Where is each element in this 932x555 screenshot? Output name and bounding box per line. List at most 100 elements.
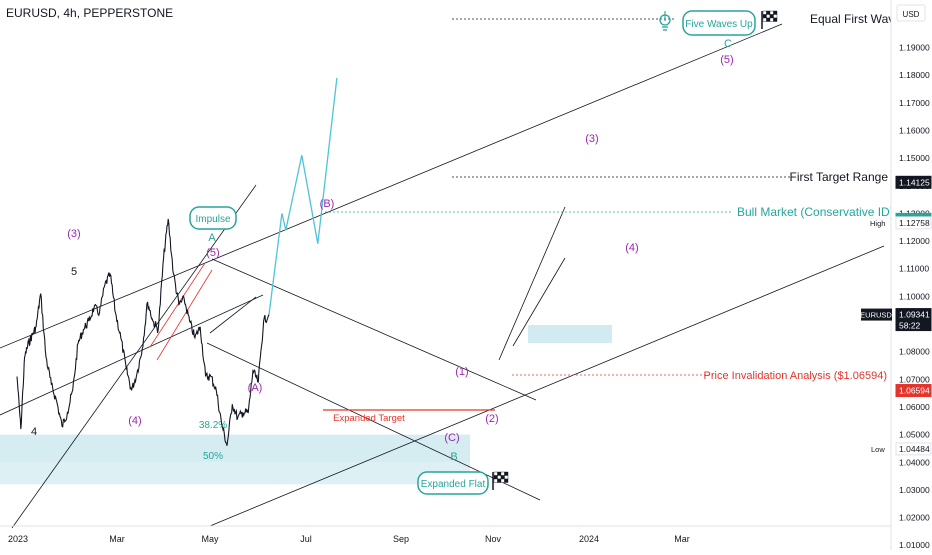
five-waves-bubble-flag-icon	[761, 10, 778, 29]
five-waves-bubble-flag-icon-cell	[766, 10, 771, 15]
expanded-flat-bubble-flag-icon-cell	[497, 471, 502, 476]
first-target-range-label: First Target Range	[790, 170, 889, 184]
high-label: 1.12758	[899, 218, 930, 228]
wave-label-10: (2)	[485, 413, 498, 425]
low-label: 1.04484	[899, 444, 930, 454]
five-waves-bubble-text: Five Waves Up	[685, 19, 753, 30]
price-tick-label: 1.05000	[899, 430, 930, 440]
time-tick-label: Nov	[485, 534, 502, 544]
price-tick-label: 1.11000	[899, 264, 929, 274]
price-tick-label: 1.12000	[899, 236, 930, 246]
currency-badge[interactable]	[896, 4, 926, 22]
target-box	[528, 325, 612, 343]
price-tick-label: 1.07000	[899, 374, 930, 384]
price-axis-panel	[891, 0, 932, 550]
trend-line-0	[0, 23, 783, 349]
trend-line-8	[512, 257, 566, 347]
eurusd-label-prefix-bg	[861, 308, 892, 321]
time-tick-label: Jul	[300, 534, 312, 544]
expanded-flat-bubble-flag-icon-cell	[497, 475, 502, 480]
expanded-flat-bubble-flag-icon-cell	[500, 475, 505, 480]
price-tick-label: 1.01000	[899, 540, 930, 550]
expanded-target-label: Expanded Target	[333, 413, 405, 424]
symbol-title: EURUSD, 4h, PEPPERSTONE	[6, 6, 174, 20]
wave-label-5: (5)	[206, 247, 219, 259]
first-target-label-bg	[895, 175, 932, 189]
price-tick-label: 1.06000	[899, 402, 930, 412]
impulse-bubble-text: Impulse	[195, 214, 230, 225]
time-tick-label: 2024	[579, 534, 599, 544]
expanded-flat-bubble-flag-icon	[492, 471, 509, 490]
price-tick-label: 1.08000	[899, 347, 930, 357]
price-series-line	[16, 218, 270, 446]
fib-382-label: 38.2%	[199, 420, 227, 431]
five-waves-bubble-flag-icon-cell	[766, 14, 771, 19]
wedge-line-upper	[149, 262, 206, 348]
price-tick-label: 1.10000	[899, 291, 930, 301]
expanded-flat-bubble-flag-icon-cell	[500, 478, 505, 483]
eurusd-label-countdown: 58:22	[899, 321, 921, 331]
wave-label-8: (1)	[455, 366, 468, 378]
wave-label-6: (A)	[248, 382, 263, 394]
wave-label-15: C	[724, 38, 732, 50]
five-waves-bubble-flag-icon-cell	[773, 14, 778, 19]
time-tick-label: May	[201, 534, 219, 544]
impulse-bubble-box	[189, 206, 237, 230]
price-invalidation-annotation: Price Invalidation Analysis ($1.06594)	[704, 370, 887, 382]
fib-zone-0	[0, 434, 470, 463]
five-waves-bubble-flag-icon-cell	[769, 10, 774, 15]
trend-line-4	[209, 296, 257, 334]
five-waves-bubble-flag-icon-cell	[762, 17, 767, 22]
equal-first-wave-label: Equal First Wave	[810, 12, 901, 26]
price-tick-label: 1.15000	[899, 153, 930, 163]
wave-label-9: (C)	[444, 432, 459, 444]
expanded-flat-bubble-box	[417, 471, 489, 495]
wedge-line-lower	[156, 269, 213, 361]
five-waves-bubble-flag-icon-cell	[773, 17, 778, 22]
price-tick-label: 1.19000	[899, 43, 930, 53]
price-tick-label: 1.03000	[899, 485, 930, 495]
five-waves-bubble[interactable]: Five Waves Up	[682, 10, 756, 36]
fib-50-label: 50%	[203, 451, 223, 462]
bull-market-annotation: Bull Market (Conservative ID)	[737, 205, 894, 219]
five-waves-bubble-flag-icon-cell	[773, 10, 778, 15]
eurusd-label-bg	[895, 308, 932, 332]
trend-line-3	[0, 294, 264, 416]
expanded-flat-bubble[interactable]: Expanded Flat	[417, 471, 489, 495]
price-tick-label: 1.04000	[899, 457, 930, 467]
price-tick-label: 1.16000	[899, 125, 930, 135]
currency-label: USD	[903, 10, 920, 19]
wave-label-11: B	[450, 451, 457, 463]
five-waves-bubble-flag-icon-cell	[762, 14, 767, 19]
wave-label-1: 5	[71, 266, 77, 278]
trend-line-2	[11, 184, 257, 529]
expanded-flat-bubble-flag-icon-cell	[504, 471, 509, 476]
expanded-flat-bubble-text: Expanded Flat	[421, 479, 486, 490]
price-tick-label: 1.18000	[899, 70, 930, 80]
impulse-bubble[interactable]: Impulse	[189, 206, 237, 230]
trend-line-1	[209, 245, 885, 527]
wave-label-2: 4	[31, 426, 37, 438]
expanded-flat-bubble-flag-icon-cell	[493, 478, 498, 483]
lightbulb-icon	[659, 11, 671, 31]
low-label-bg	[895, 442, 932, 456]
price-tick-label: 1.02000	[899, 513, 930, 523]
invalidation-label: 1.06594	[899, 386, 930, 396]
time-tick-label: Mar	[674, 534, 690, 544]
time-tick-label: Sep	[393, 534, 409, 544]
wave-label-7: (B)	[320, 198, 335, 210]
eurusd-label: 1.09341	[899, 310, 930, 320]
wave-label-14: (5)	[720, 54, 733, 66]
five-waves-bubble-flag-icon-cell	[769, 17, 774, 22]
wave-label-3: (4)	[128, 415, 141, 427]
wave-label-13: (4)	[625, 242, 638, 254]
wave-label-0: (3)	[67, 228, 80, 240]
expanded-flat-bubble-flag-icon-cell	[504, 478, 509, 483]
time-tick-label: Mar	[109, 534, 125, 544]
first-target-label: 1.14125	[899, 177, 930, 187]
high-label-bg	[895, 216, 932, 230]
five-waves-bubble-flag-icon-cell	[769, 14, 774, 19]
price-tick-label: 1.17000	[899, 98, 930, 108]
